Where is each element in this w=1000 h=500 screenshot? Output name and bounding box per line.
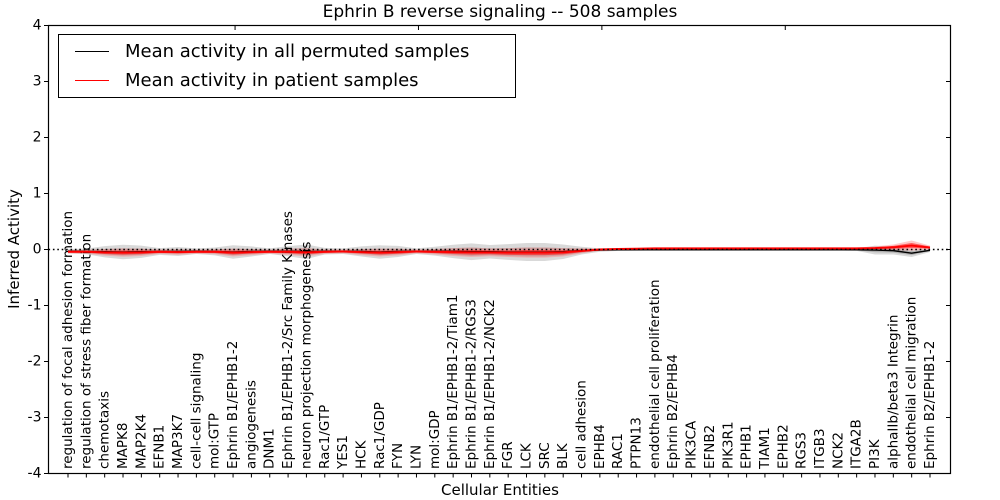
x-tick-label: LYN bbox=[408, 445, 424, 469]
x-tick-label: HCK bbox=[353, 439, 369, 469]
x-tick-label: alphaIIb/beta3 Integrin bbox=[885, 315, 901, 469]
x-tick-label: MAP2K4 bbox=[133, 414, 149, 469]
permuted-line-swatch bbox=[75, 51, 109, 52]
y-tick-label: -1 bbox=[28, 298, 42, 314]
y-tick-label: -4 bbox=[28, 466, 42, 482]
legend-label-patient: Mean activity in patient samples bbox=[125, 70, 419, 91]
x-tick-label: mol:GDP bbox=[427, 410, 443, 469]
x-tick-label: regulation of focal adhesion formation bbox=[60, 211, 76, 469]
x-tick-label: Ephrin B1/EPHB1-2/Tiam1 bbox=[445, 295, 461, 469]
y-tick-label: -2 bbox=[28, 354, 42, 370]
chart-title: Ephrin B reverse signaling -- 508 sample… bbox=[322, 2, 678, 22]
y-tick-label: 3 bbox=[33, 74, 42, 90]
x-tick-label: ITGB3 bbox=[812, 428, 828, 469]
x-axis-label: Cellular Entities bbox=[441, 481, 559, 499]
x-tick-label: BLK bbox=[555, 442, 571, 469]
x-tick-labels: regulation of focal adhesion formation re… bbox=[60, 211, 938, 470]
x-tick-label: MAP3K7 bbox=[170, 414, 186, 469]
x-tick-label: LCK bbox=[519, 442, 535, 469]
y-axis-label: Inferred Activity bbox=[5, 189, 23, 309]
x-tick-label: Ephrin B1/EPHB1-2/RGS3 bbox=[463, 299, 479, 469]
x-tick-label: Rac1/GTP bbox=[317, 405, 333, 469]
y-tick-label: 1 bbox=[33, 186, 42, 202]
x-tick-label: TIAM1 bbox=[757, 427, 773, 470]
patient-mean-line bbox=[68, 244, 931, 254]
y-tick-labels: 4 3 2 1 0 -1 -2 -3 -4 bbox=[28, 18, 42, 482]
x-tick-label: Ephrin B1/EPHB1-2 bbox=[225, 341, 241, 469]
x-tick-label: PIK3CA bbox=[684, 420, 700, 469]
x-tick-label: EPHB4 bbox=[592, 424, 608, 469]
x-tick-label: PIK3R1 bbox=[720, 421, 736, 469]
x-tick-label: PI3K bbox=[867, 438, 883, 469]
x-tick-label: YES1 bbox=[335, 435, 351, 470]
y-tick-label: 4 bbox=[33, 18, 42, 34]
legend-item-patient: Mean activity in patient samples bbox=[75, 70, 515, 91]
x-tick-label: EFNB1 bbox=[152, 425, 168, 469]
patient-line-swatch bbox=[75, 80, 109, 81]
x-tick-label: DNM1 bbox=[262, 428, 278, 469]
x-tick-label: cell-cell signaling bbox=[188, 353, 204, 469]
violin-band bbox=[68, 240, 930, 258]
x-tick-label: NCK2 bbox=[830, 432, 846, 469]
x-tick-label: FGR bbox=[500, 441, 516, 469]
x-tick-label: PTPN13 bbox=[629, 417, 645, 469]
x-tick-label: chemotaxis bbox=[97, 391, 113, 469]
x-tick-label: SRC bbox=[537, 442, 553, 469]
x-tick-label: EPHB2 bbox=[775, 424, 791, 469]
x-tick-label: FYN bbox=[390, 443, 406, 469]
x-tick-label: endothelial cell migration bbox=[904, 297, 920, 469]
x-tick-label: cell adhesion bbox=[574, 380, 590, 469]
x-tick-label: regulation of stress fiber formation bbox=[78, 234, 94, 469]
x-tick-label: endothelial cell proliferation bbox=[647, 279, 663, 469]
legend-item-permuted: Mean activity in all permuted samples bbox=[75, 41, 515, 62]
x-tick-label: RAC1 bbox=[610, 433, 626, 469]
y-tick-label: -3 bbox=[28, 410, 42, 426]
legend-label-permuted: Mean activity in all permuted samples bbox=[125, 41, 470, 62]
x-tick-label: EFNB2 bbox=[702, 425, 718, 469]
y-tick-label: 2 bbox=[33, 130, 42, 146]
x-tick-label: Ephrin B1/EPHB1-2/Src Family Kinases bbox=[280, 211, 296, 469]
x-tick-label: EPHB1 bbox=[739, 424, 755, 469]
tick-marks bbox=[44, 25, 951, 478]
x-tick-label: neuron projection morphogenesis bbox=[298, 242, 314, 469]
mean-lines bbox=[67, 244, 931, 254]
x-tick-label: Ephrin B2/EPHB1-2 bbox=[922, 341, 938, 469]
y-tick-label: 0 bbox=[33, 242, 42, 258]
x-tick-label: angiogenesis bbox=[243, 380, 259, 469]
x-tick-label: MAPK8 bbox=[115, 423, 131, 469]
x-tick-label: Rac1/GDP bbox=[372, 402, 388, 469]
x-tick-label: RGS3 bbox=[794, 432, 810, 469]
x-tick-label: mol:GTP bbox=[207, 413, 223, 469]
legend: Mean activity in all permuted samples Me… bbox=[58, 34, 516, 98]
x-tick-label: Ephrin B1/EPHB1-2/NCK2 bbox=[482, 299, 498, 469]
x-tick-label: ITGA2B bbox=[849, 419, 865, 469]
x-tick-label: Ephrin B2/EPHB4 bbox=[665, 354, 681, 469]
